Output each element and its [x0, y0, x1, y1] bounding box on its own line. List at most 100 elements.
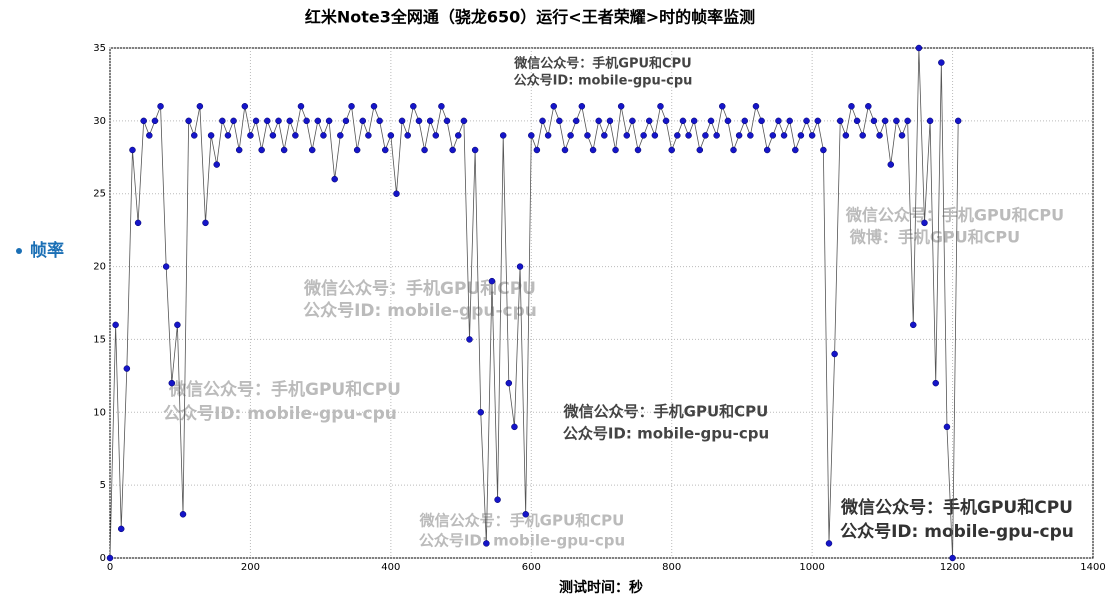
- data-point: [651, 132, 659, 139]
- data-point: [707, 117, 715, 125]
- data-point: [719, 103, 726, 110]
- data-point: [825, 540, 833, 547]
- data-point: [275, 117, 282, 125]
- data-point: [572, 117, 580, 125]
- data-point: [488, 277, 496, 285]
- data-point: [196, 103, 204, 110]
- data-point: [415, 117, 423, 125]
- data-point: [741, 117, 748, 125]
- data-point: [443, 117, 451, 125]
- data-point: [702, 132, 709, 139]
- data-point: [865, 103, 872, 110]
- data-point: [325, 117, 333, 125]
- data-point: [915, 44, 923, 52]
- data-point: [876, 132, 883, 139]
- data-point: [662, 117, 670, 125]
- data-point: [690, 117, 698, 125]
- data-point: [460, 117, 468, 125]
- data-point: [752, 103, 760, 110]
- data-point: [235, 146, 243, 154]
- data-point: [213, 161, 220, 168]
- x-tick-label: 1000: [799, 562, 824, 573]
- data-point: [123, 365, 131, 372]
- watermark: 公众号ID: mobile-gpu-cpu: [419, 532, 625, 550]
- data-point: [174, 321, 181, 329]
- data-point: [606, 117, 614, 125]
- data-point: [381, 146, 389, 154]
- data-point: [775, 117, 782, 125]
- data-point: [134, 219, 142, 227]
- data-point: [674, 132, 681, 139]
- data-point: [910, 321, 917, 329]
- legend-marker: [16, 248, 22, 254]
- data-point: [157, 103, 164, 110]
- data-point: [730, 146, 737, 154]
- data-point: [679, 117, 687, 125]
- data-point: [780, 132, 788, 139]
- data-point: [376, 117, 383, 125]
- data-point: [792, 146, 799, 154]
- data-point: [601, 132, 608, 139]
- data-point: [623, 132, 631, 139]
- data-point: [365, 132, 372, 139]
- data-point: [241, 103, 249, 110]
- data-point: [921, 219, 928, 227]
- data-point: [853, 117, 861, 125]
- data-point: [393, 190, 400, 197]
- data-point: [359, 117, 367, 125]
- data-point: [494, 496, 501, 503]
- data-point: [252, 117, 260, 125]
- data-point: [634, 146, 642, 154]
- data-point: [949, 554, 956, 562]
- data-point: [421, 146, 428, 154]
- data-point: [292, 132, 299, 139]
- data-point: [724, 117, 732, 125]
- data-point: [202, 219, 209, 227]
- y-tick-label: 10: [93, 407, 106, 418]
- data-point: [539, 117, 546, 125]
- data-point: [117, 525, 125, 533]
- data-point: [887, 161, 895, 168]
- data-point: [303, 117, 310, 125]
- data-point: [387, 132, 395, 139]
- plot-frame: [109, 47, 1094, 559]
- data-point: [106, 554, 114, 562]
- data-point: [747, 132, 754, 139]
- data-point: [859, 132, 866, 139]
- data-point: [786, 117, 793, 125]
- data-point: [617, 103, 625, 110]
- data-point: [943, 423, 951, 431]
- data-point: [589, 146, 597, 154]
- data-point: [353, 146, 361, 154]
- watermark: 公众号ID: mobile-gpu-cpu: [163, 403, 397, 424]
- legend-label: 帧率: [30, 240, 64, 261]
- data-point: [735, 132, 743, 139]
- data-point: [904, 117, 911, 125]
- watermark: 微信公众号：手机GPU和CPU: [563, 403, 769, 421]
- data-point: [640, 132, 647, 139]
- data-point: [404, 132, 411, 139]
- data-point: [191, 132, 198, 139]
- data-point: [179, 511, 187, 518]
- data-point: [337, 132, 344, 139]
- data-point: [230, 117, 237, 125]
- data-point: [477, 409, 484, 416]
- data-point: [314, 117, 322, 125]
- data-point: [151, 117, 159, 125]
- data-point: [612, 146, 619, 154]
- watermark: 公众号ID: mobile-gpu-cpu: [303, 300, 537, 321]
- data-point: [112, 321, 119, 329]
- data-point: [870, 117, 878, 125]
- y-tick-label: 20: [93, 262, 106, 273]
- data-point: [954, 117, 962, 125]
- data-point: [168, 379, 176, 387]
- data-point: [820, 146, 827, 154]
- data-point: [881, 117, 889, 125]
- data-point: [505, 379, 513, 387]
- watermark: 微信公众号：手机GPU和CPU: [419, 512, 625, 530]
- data-point: [370, 103, 378, 110]
- data-point: [297, 103, 305, 110]
- x-tick-label: 600: [522, 562, 541, 573]
- chart-title: 红米Note3全网通（骁龙650）运行<王者荣耀>时的帧率监测: [305, 8, 755, 27]
